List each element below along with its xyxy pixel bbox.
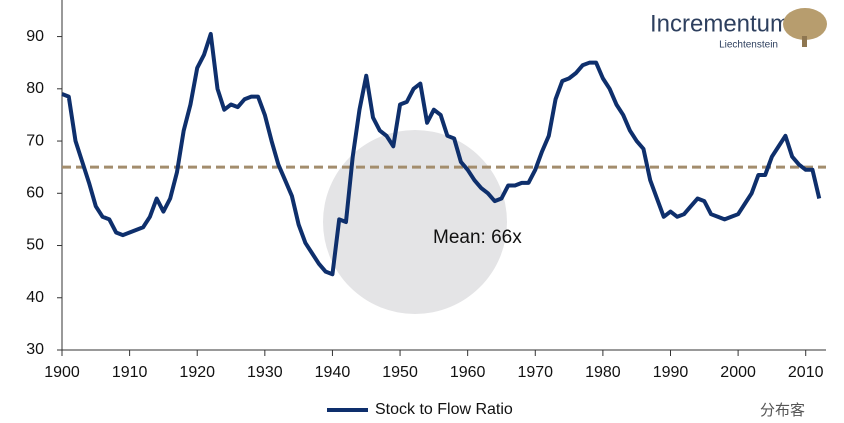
x-tick-label: 1950	[382, 364, 418, 381]
logo: Incrementum	[650, 10, 790, 37]
y-tick-label: 90	[26, 28, 44, 45]
x-tick-label: 1960	[450, 364, 486, 381]
background-image	[323, 130, 507, 314]
y-tick-label: 40	[26, 289, 44, 306]
legend-label: Stock to Flow Ratio	[375, 401, 513, 418]
y-tick-label: 80	[26, 80, 44, 97]
logo-trunk	[802, 36, 807, 47]
x-tick-label: 1980	[585, 364, 621, 381]
y-tick-label: 30	[26, 341, 44, 358]
data-line	[61, 31, 822, 277]
x-tick-label: 1900	[44, 364, 80, 381]
x-tick-label: 2000	[720, 364, 756, 381]
x-tick-label: 1920	[179, 364, 215, 381]
x-tick-label: 2010	[788, 364, 824, 381]
logo-tree	[783, 8, 827, 40]
y-tick-label: 60	[26, 185, 44, 202]
watermark: 分布客	[760, 402, 805, 419]
x-tick-label: 1930	[247, 364, 283, 381]
annotation: Mean: 66x	[433, 227, 522, 248]
x-tick-label: 1990	[653, 364, 689, 381]
x-tick-label: 1940	[315, 364, 351, 381]
y-tick-label: 50	[26, 237, 44, 254]
x-tick-label: 1970	[517, 364, 553, 381]
logo-subtitle: Liechtenstein	[719, 40, 778, 51]
y-tick-label: 70	[26, 132, 44, 149]
x-tick-label: 1910	[112, 364, 148, 381]
